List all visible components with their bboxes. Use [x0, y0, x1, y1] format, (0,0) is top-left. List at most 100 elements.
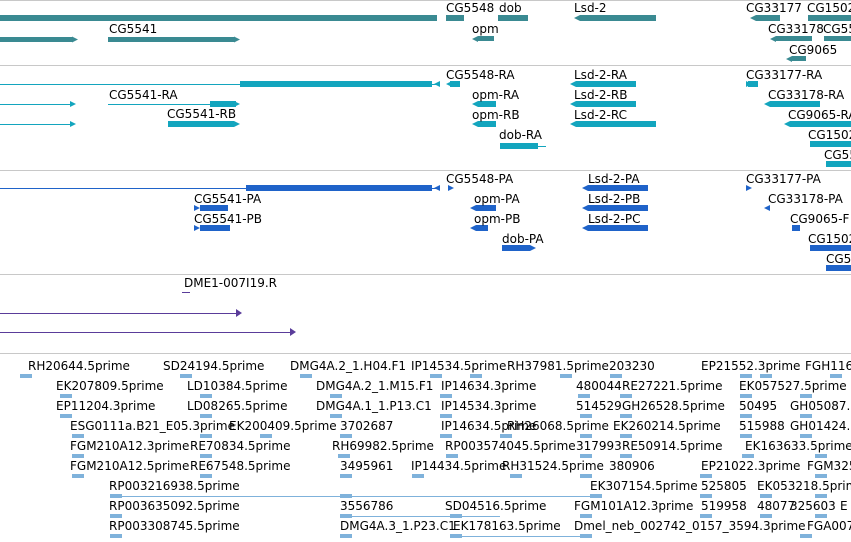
protein-exon[interactable] [588, 205, 648, 211]
est-feature[interactable] [60, 414, 72, 418]
gene-bar[interactable] [580, 15, 656, 21]
protein-arrow[interactable] [582, 225, 588, 231]
gene-arrow[interactable] [770, 36, 776, 42]
transcript-arrow[interactable] [570, 121, 576, 127]
protein-arrow[interactable] [582, 205, 588, 211]
est-feature[interactable] [440, 414, 452, 418]
est-feature[interactable] [440, 434, 452, 438]
transcript-arrow[interactable] [472, 101, 478, 107]
protein-exon[interactable] [200, 225, 230, 231]
transcript-exon[interactable] [240, 81, 432, 87]
est-feature[interactable] [580, 454, 592, 458]
est-feature[interactable] [200, 454, 212, 458]
est-feature[interactable] [560, 374, 572, 378]
transcript-exon[interactable] [478, 101, 496, 107]
est-feature[interactable] [740, 434, 752, 438]
protein-exon[interactable] [588, 225, 648, 231]
est-feature[interactable] [340, 434, 352, 438]
est-feature[interactable] [800, 434, 812, 438]
transcript-intron[interactable] [538, 146, 546, 147]
transcript-intron[interactable] [108, 104, 236, 105]
est-feature[interactable] [72, 434, 84, 438]
transcript-intron[interactable] [0, 104, 72, 105]
transcript-arrow[interactable] [570, 101, 576, 107]
est-feature[interactable] [740, 394, 752, 398]
est-line[interactable] [110, 496, 590, 497]
est-feature[interactable] [470, 374, 482, 378]
gene-bar[interactable] [478, 36, 494, 41]
gene-arrow[interactable] [750, 15, 756, 21]
est-feature[interactable] [700, 494, 712, 498]
protein-exon[interactable] [200, 205, 228, 211]
transcript-exon[interactable] [770, 101, 820, 107]
protein-arrow[interactable] [746, 185, 752, 191]
est-feature[interactable] [610, 374, 622, 378]
est-feature[interactable] [620, 454, 632, 458]
est-feature[interactable] [72, 474, 84, 478]
clone-line[interactable] [182, 292, 190, 293]
est-feature[interactable] [446, 454, 458, 458]
transcript-exon[interactable] [450, 81, 460, 87]
est-feature[interactable] [580, 474, 592, 478]
est-feature[interactable] [200, 414, 212, 418]
gene-bar[interactable] [498, 15, 528, 21]
est-feature[interactable] [510, 474, 522, 478]
est-feature[interactable] [590, 494, 602, 498]
protein-exon[interactable] [476, 225, 488, 231]
est-line[interactable] [340, 516, 500, 517]
transcript-exon[interactable] [790, 121, 851, 127]
transcript-arrow[interactable] [784, 121, 790, 127]
est-feature[interactable] [700, 474, 712, 478]
gene-bar[interactable] [792, 56, 806, 61]
transcript-arrow[interactable] [70, 121, 76, 127]
est-feature[interactable] [200, 474, 212, 478]
gene-bar[interactable] [0, 15, 437, 21]
protein-exon[interactable] [810, 245, 851, 251]
est-feature[interactable] [580, 514, 592, 518]
transcript-arrow[interactable] [70, 101, 76, 107]
est-feature[interactable] [580, 434, 592, 438]
est-feature[interactable] [500, 434, 512, 438]
transcript-intron[interactable] [0, 84, 437, 85]
protein-intron[interactable] [0, 188, 437, 189]
protein-exon[interactable] [246, 185, 432, 191]
transcript-exon[interactable] [576, 81, 636, 87]
transcript-arrow[interactable] [434, 81, 440, 87]
gene-arrow[interactable] [786, 56, 792, 62]
est-feature[interactable] [60, 394, 72, 398]
est-feature[interactable] [815, 514, 827, 518]
protein-exon[interactable] [826, 265, 851, 271]
transcript-exon[interactable] [748, 81, 758, 87]
gene-bar[interactable] [756, 15, 780, 21]
gene-arrow[interactable] [472, 36, 478, 42]
est-feature[interactable] [830, 374, 842, 378]
gene-arrow[interactable] [574, 15, 580, 21]
transcript-exon[interactable] [500, 143, 538, 149]
est-feature[interactable] [800, 394, 812, 398]
est-line[interactable] [450, 536, 580, 537]
est-feature[interactable] [800, 414, 812, 418]
transcript-arrow[interactable] [570, 81, 576, 87]
est-feature[interactable] [340, 474, 352, 478]
protein-arrow[interactable] [448, 185, 454, 191]
est-feature[interactable] [578, 394, 590, 398]
gene-bar[interactable] [776, 36, 812, 41]
transcript-intron[interactable] [0, 124, 72, 125]
est-feature[interactable] [815, 474, 827, 478]
gene-bar[interactable] [824, 36, 851, 41]
transcript-arrow[interactable] [764, 101, 770, 107]
est-feature[interactable] [700, 514, 712, 518]
est-feature[interactable] [815, 494, 827, 498]
est-feature[interactable] [742, 454, 754, 458]
protein-arrow[interactable] [434, 185, 440, 191]
protein-arrow[interactable] [194, 225, 200, 231]
protein-exon[interactable] [588, 185, 648, 191]
est-feature[interactable] [330, 414, 342, 418]
clone-line[interactable] [0, 332, 290, 333]
protein-exon[interactable] [502, 245, 530, 251]
est-feature[interactable] [110, 514, 122, 518]
gene-bar[interactable] [108, 37, 234, 42]
est-feature[interactable] [760, 494, 772, 498]
est-feature[interactable] [260, 434, 272, 438]
gene-arrow[interactable] [72, 36, 78, 43]
